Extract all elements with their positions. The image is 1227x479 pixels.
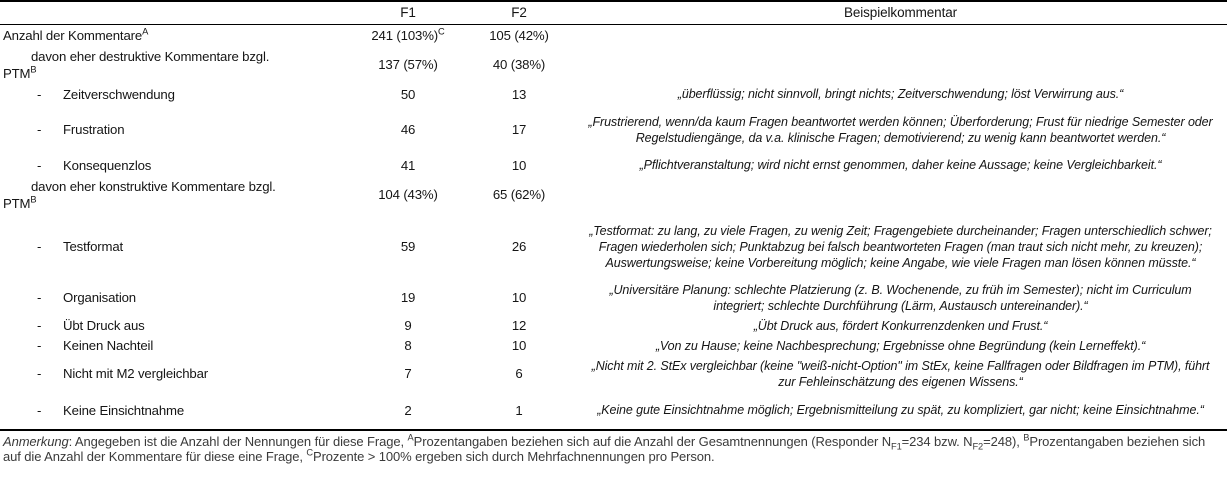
row-label: Anzahl der KommentareA bbox=[3, 26, 149, 43]
table-row-uebt-druck-aus: - Übt Druck aus 9 12 „Übt Druck aus, förd… bbox=[0, 316, 1227, 336]
note-anmerkung-label: Anmerkung bbox=[3, 433, 69, 449]
table-row-frustration: - Frustration 46 17 „Frustrierend, wenn/d… bbox=[0, 105, 1227, 155]
example-comment: „Keine gute Einsichtnahme möglich; Ergeb… bbox=[597, 403, 1204, 417]
f2-value: 10 bbox=[511, 338, 527, 353]
example-comment: „Universitäre Planung: schlechte Platzie… bbox=[609, 282, 1192, 313]
f2-value: 12 bbox=[511, 318, 527, 333]
row-label: - Organisation bbox=[37, 290, 136, 305]
example-comment: „Übt Druck aus, fördert Konkurrenzdenken… bbox=[753, 318, 1048, 333]
f2-value: 65 (62%) bbox=[492, 187, 546, 202]
row-label: - Testformat bbox=[37, 239, 124, 254]
table-row-anzahl-kommentare: Anzahl der KommentareA 241 (103%)C 105 (… bbox=[0, 25, 1227, 46]
f1-value: 8 bbox=[404, 338, 412, 353]
superscript-b: B bbox=[1023, 432, 1030, 443]
table-row-konstruktive-kommentare: davon eher konstruktive Kommentare bzgl.… bbox=[0, 176, 1227, 214]
dash-bullet: - bbox=[37, 366, 42, 381]
row-label: - Nicht mit M2 vergleichbar bbox=[37, 366, 209, 381]
f2-value: 1 bbox=[515, 402, 523, 418]
f2-value: 40 (38%) bbox=[492, 57, 546, 72]
dash-bullet: - bbox=[37, 402, 42, 418]
row-label: - Frustration bbox=[37, 122, 125, 137]
dash-bullet: - bbox=[37, 239, 42, 254]
f2-value: 6 bbox=[515, 366, 523, 381]
f2-value: 10 bbox=[511, 157, 527, 173]
header-f1: F1 bbox=[352, 1, 464, 25]
table-row-destruktive-kommentare: davon eher destruktive Kommentare bzgl. P… bbox=[0, 46, 1227, 84]
comments-table: F1 F2 Beispielkommentar Anzahl der Komme… bbox=[0, 0, 1227, 431]
row-label: davon eher konstruktive Kommentare bzgl.… bbox=[3, 178, 276, 211]
f1-value: 104 (43%) bbox=[378, 187, 438, 202]
table-row-keinen-nachteil: - Keinen Nachteil 8 10 „Von zu Hause; kei… bbox=[0, 336, 1227, 356]
table-row-nicht-mit-m2-vergleichbar: - Nicht mit M2 vergleichbar 7 6 „Nicht mi… bbox=[0, 356, 1227, 392]
example-comment bbox=[574, 46, 1227, 84]
dash-bullet: - bbox=[37, 290, 42, 305]
table-note: Anmerkung: Angegeben ist die Anzahl der … bbox=[3, 432, 1206, 464]
f1-value: 59 bbox=[400, 239, 416, 254]
header-beispielkommentar: Beispielkommentar bbox=[574, 1, 1227, 25]
f2-value: 17 bbox=[511, 122, 527, 137]
row-label: - Übt Druck aus bbox=[37, 318, 145, 333]
table-row-testformat: - Testformat 59 26 „Testformat: zu lang, … bbox=[0, 214, 1227, 280]
dash-bullet: - bbox=[37, 122, 42, 137]
subscript-f1: F1 bbox=[891, 441, 902, 452]
superscript-c: C bbox=[306, 447, 313, 458]
superscript-b: B bbox=[30, 64, 37, 75]
row-label: - Keine Einsichtnahme bbox=[37, 402, 185, 418]
f2-value: 26 bbox=[511, 239, 527, 254]
example-comment: „Von zu Hause; keine Nachbesprechung; Er… bbox=[655, 338, 1146, 353]
row-label: - Zeitverschwendung bbox=[37, 86, 175, 102]
f1-value: 241 (103%)C bbox=[371, 26, 445, 43]
f1-value: 2 bbox=[404, 402, 412, 418]
table-row-organisation: - Organisation 19 10 „Universitäre Planun… bbox=[0, 280, 1227, 316]
example-comment: „überflüssig; nicht sinnvoll, bringt nic… bbox=[677, 87, 1124, 101]
example-comment: „Nicht mit 2. StEx vergleichbar (keine "… bbox=[591, 358, 1210, 389]
f1-value: 50 bbox=[400, 86, 416, 102]
f2-value: 13 bbox=[511, 86, 527, 102]
f2-value: 105 (42%) bbox=[489, 27, 549, 43]
f1-value: 137 (57%) bbox=[378, 57, 438, 72]
dash-bullet: - bbox=[37, 318, 42, 333]
superscript-b: B bbox=[30, 194, 37, 205]
header-label bbox=[0, 1, 352, 25]
row-label: - Keinen Nachteil bbox=[37, 338, 154, 353]
row-label: davon eher destruktive Kommentare bzgl. P… bbox=[3, 48, 270, 81]
f1-value: 46 bbox=[400, 122, 416, 137]
f1-value: 7 bbox=[404, 366, 412, 381]
dash-bullet: - bbox=[37, 157, 42, 173]
f1-value: 41 bbox=[400, 157, 416, 173]
table-row-keine-einsichtnahme: - Keine Einsichtnahme 2 1 „Keine gute Ein… bbox=[0, 392, 1227, 430]
example-comment: „Frustrierend, wenn/da kaum Fragen beant… bbox=[588, 114, 1213, 145]
example-comment bbox=[574, 25, 1227, 46]
table-row-konsequenzlos: - Konsequenzlos 41 10 „Pflichtveranstaltu… bbox=[0, 155, 1227, 176]
row-label: - Konsequenzlos bbox=[37, 157, 152, 173]
superscript-c: C bbox=[438, 26, 445, 37]
example-comment: „Pflichtveranstaltung; wird nicht ernst … bbox=[639, 158, 1162, 172]
example-comment bbox=[574, 176, 1227, 214]
header-f2: F2 bbox=[464, 1, 574, 25]
f2-value: 10 bbox=[511, 290, 527, 305]
example-comment: „Testformat: zu lang, zu viele Fragen, z… bbox=[589, 223, 1212, 270]
f1-value: 9 bbox=[404, 318, 412, 333]
dash-bullet: - bbox=[37, 338, 42, 353]
superscript-a: A bbox=[407, 432, 414, 443]
subscript-f2: F2 bbox=[972, 441, 984, 452]
f1-value: 19 bbox=[400, 290, 416, 305]
header-row: F1 F2 Beispielkommentar bbox=[0, 1, 1227, 25]
superscript-a: A bbox=[142, 26, 149, 37]
table-row-zeitverschwendung: - Zeitverschwendung 50 13 „überflüssig; n… bbox=[0, 84, 1227, 105]
dash-bullet: - bbox=[37, 86, 42, 102]
